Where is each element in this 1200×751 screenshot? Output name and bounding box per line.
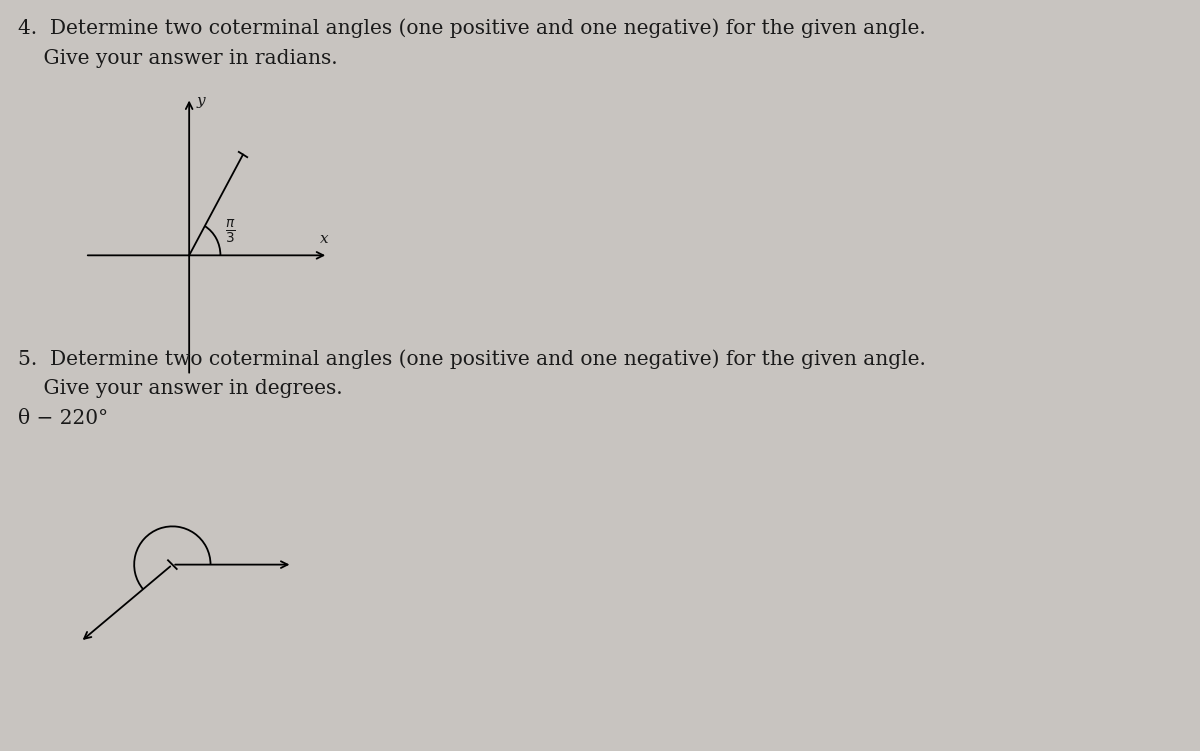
Text: $\frac{\pi}{3}$: $\frac{\pi}{3}$: [226, 217, 236, 246]
Text: Give your answer in radians.: Give your answer in radians.: [18, 49, 337, 68]
Text: x: x: [320, 232, 329, 246]
Text: Give your answer in degrees.: Give your answer in degrees.: [18, 379, 343, 398]
Text: 4.  Determine two coterminal angles (one positive and one negative) for the give: 4. Determine two coterminal angles (one …: [18, 19, 925, 38]
Text: θ − 220°: θ − 220°: [18, 409, 108, 428]
Text: 5.  Determine two coterminal angles (one positive and one negative) for the give: 5. Determine two coterminal angles (one …: [18, 349, 926, 369]
Text: y: y: [196, 95, 205, 108]
